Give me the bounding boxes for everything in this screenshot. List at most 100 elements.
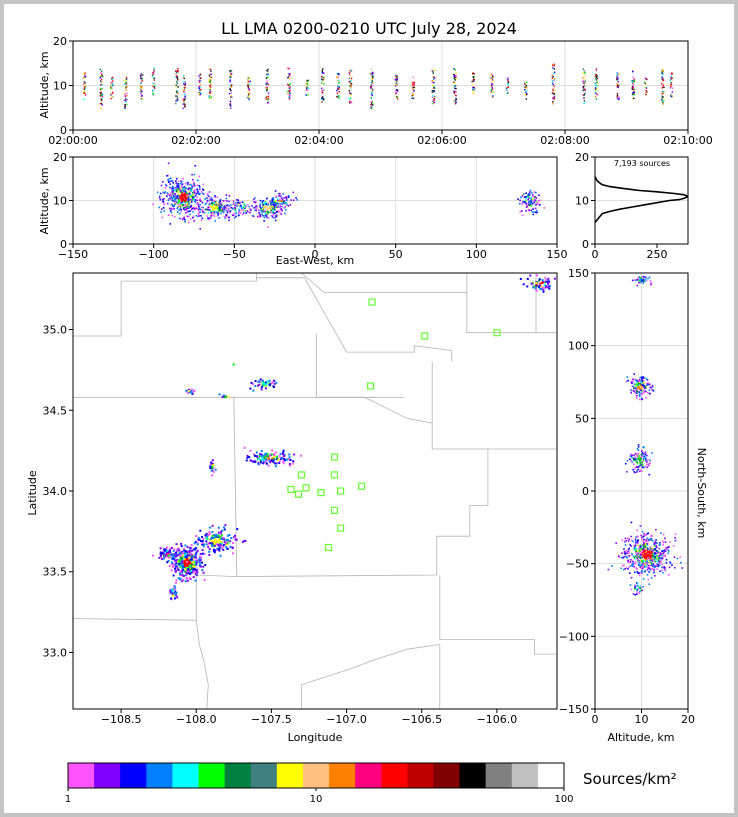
source-point [671, 564, 673, 566]
source-point [595, 79, 598, 81]
source-point [275, 204, 278, 207]
source-point [278, 455, 281, 458]
source-point [472, 88, 474, 91]
source-point [640, 381, 642, 384]
source-point [584, 72, 586, 74]
source-point [616, 92, 619, 95]
source-point [178, 209, 180, 211]
source-point [125, 83, 128, 85]
source-point [629, 458, 631, 460]
source-point [181, 550, 184, 553]
source-point [641, 280, 643, 282]
source-point [231, 208, 234, 210]
source-point [167, 555, 170, 558]
source-point [229, 73, 232, 75]
source-point [525, 210, 527, 212]
x-tick-label: −50 [223, 248, 246, 261]
source-point [217, 534, 220, 537]
source-point [167, 559, 170, 562]
source-point [534, 207, 537, 210]
source-point [257, 384, 260, 387]
source-point [183, 201, 185, 203]
source-point [671, 72, 673, 75]
source-point [176, 211, 179, 213]
source-point [548, 280, 550, 283]
source-point [641, 380, 644, 382]
source-point [531, 194, 534, 196]
source-point [654, 552, 656, 554]
source-point [662, 541, 665, 544]
source-point [265, 215, 268, 218]
source-point [517, 198, 519, 200]
source-point [220, 547, 223, 550]
source-point [166, 561, 169, 564]
source-point [174, 202, 177, 204]
source-point [595, 84, 597, 86]
source-point [323, 72, 325, 74]
source-point [640, 559, 642, 561]
source-point [214, 200, 217, 203]
source-point [264, 213, 267, 216]
source-point [177, 198, 180, 200]
source-point [638, 549, 641, 552]
source-point [140, 79, 143, 81]
source-point [187, 566, 190, 569]
source-point [224, 524, 227, 527]
source-point [200, 556, 203, 559]
source-point [552, 84, 555, 86]
source-point [634, 458, 636, 461]
source-point [472, 78, 475, 80]
colorbar-swatch [120, 763, 147, 788]
source-point [175, 95, 177, 97]
source-point [152, 85, 154, 87]
source-point [650, 535, 653, 537]
source-point [199, 208, 202, 211]
source-point [337, 87, 339, 89]
source-point [524, 200, 527, 202]
source-point [639, 464, 642, 467]
source-point [671, 94, 673, 96]
source-point [281, 202, 283, 204]
source-point [531, 198, 534, 200]
source-point [534, 211, 537, 214]
source-point [636, 591, 638, 593]
source-point [184, 190, 186, 192]
source-point [193, 548, 196, 551]
source-point [84, 88, 86, 90]
source-point [617, 86, 619, 88]
source-point [153, 83, 156, 85]
x-tick-label: −106.0 [477, 713, 518, 726]
source-point [454, 68, 456, 71]
source-point [671, 77, 673, 79]
source-point [184, 580, 187, 583]
source-point [206, 199, 209, 202]
source-point [183, 99, 186, 102]
source-point [656, 546, 658, 548]
source-point [637, 455, 639, 457]
source-point [180, 202, 182, 205]
source-point [84, 76, 86, 78]
source-point [594, 95, 597, 98]
source-point [269, 461, 272, 464]
source-point [265, 452, 268, 455]
source-point [658, 547, 660, 550]
source-point [170, 546, 173, 549]
source-point [281, 209, 283, 212]
station-marker [287, 485, 295, 493]
source-point [633, 459, 635, 462]
source-point [666, 547, 668, 549]
source-point [370, 86, 372, 88]
source-point [215, 204, 218, 206]
source-point [228, 218, 231, 221]
source-point [646, 550, 649, 552]
source-point [651, 568, 653, 570]
source-point [370, 107, 372, 110]
source-point [176, 194, 178, 197]
source-point [289, 92, 291, 95]
source-point [643, 550, 645, 553]
source-point [642, 376, 645, 378]
source-point [217, 208, 220, 211]
source-point [529, 189, 532, 192]
source-point [649, 538, 651, 540]
